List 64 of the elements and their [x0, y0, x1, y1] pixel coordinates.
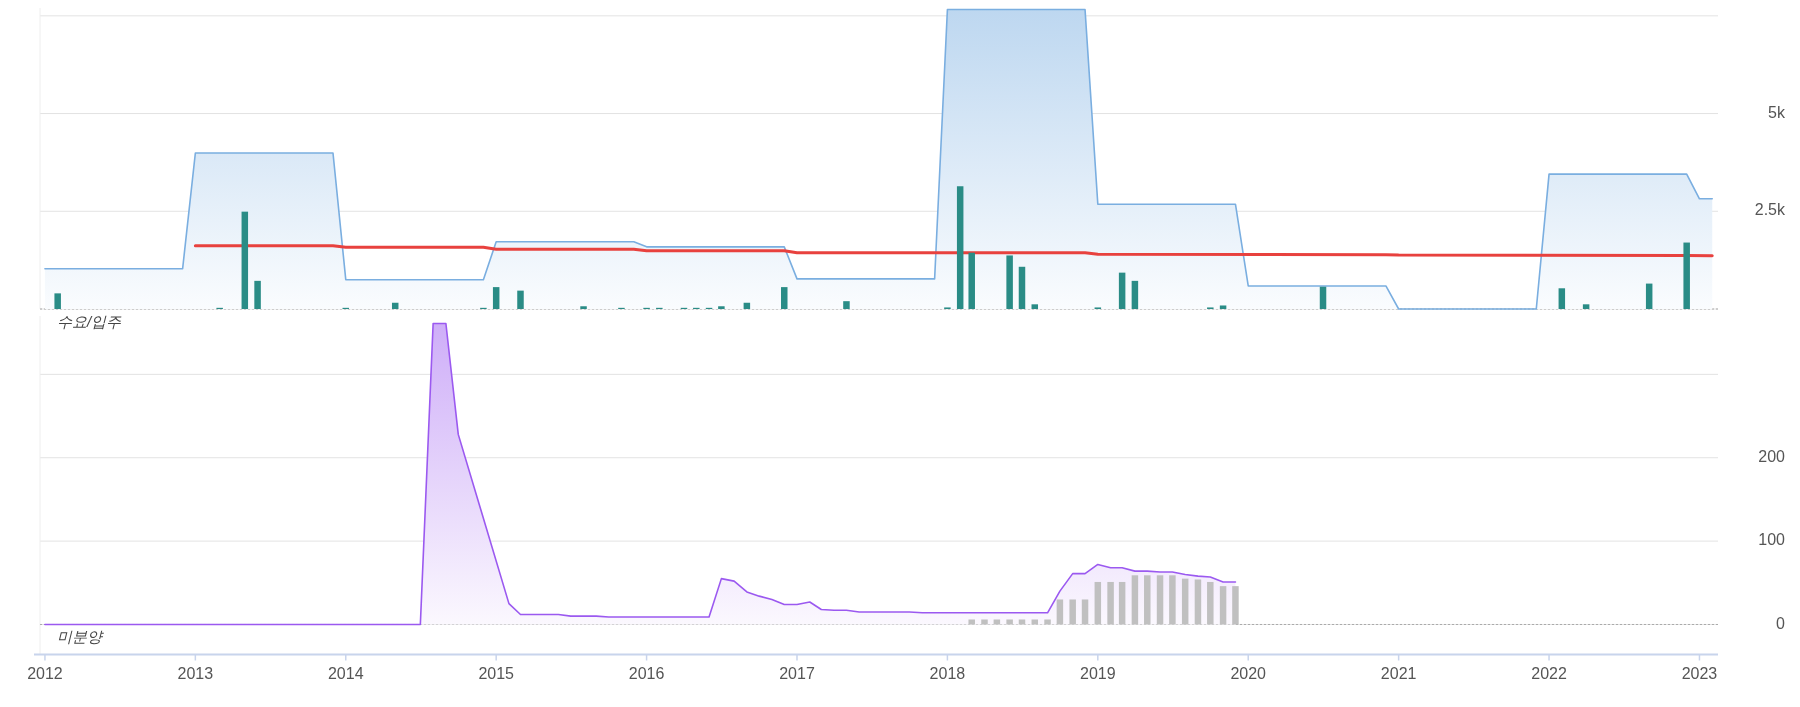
bar [1107, 581, 1114, 625]
bar [1006, 255, 1013, 309]
bar [1131, 575, 1139, 625]
bar [843, 301, 850, 309]
text: 수요/입주 [57, 313, 123, 330]
x-tick-label: 2015 [478, 664, 515, 682]
y-tick-label: 200 [1758, 447, 1786, 465]
bar [968, 619, 975, 625]
bar [517, 290, 524, 309]
bar [1056, 599, 1064, 625]
bar [1319, 286, 1327, 309]
bar [580, 306, 587, 309]
x-tick-label: 2021 [1380, 664, 1417, 682]
bar [1118, 272, 1126, 309]
bar [492, 287, 500, 309]
bar [1582, 304, 1590, 309]
bar [1232, 586, 1239, 625]
x-tick-label: 2022 [1531, 664, 1567, 682]
bar [54, 293, 61, 309]
x-tick-label: 2014 [327, 664, 364, 682]
bar [1181, 578, 1189, 625]
x-tick-label: 2016 [628, 664, 665, 682]
x-tick-label: 2020 [1230, 664, 1267, 682]
bar [993, 619, 1001, 625]
y-tick-label: 5k [1768, 103, 1786, 121]
bar [968, 252, 975, 309]
bar [1169, 575, 1176, 625]
line-series [193, 244, 1714, 258]
y-tick-label: 0 [1776, 614, 1786, 632]
bar [1006, 619, 1013, 625]
bar [254, 280, 261, 309]
bar [718, 306, 725, 309]
x-tick-label: 2013 [177, 664, 214, 682]
bar [781, 287, 788, 309]
x-tick-label: 2023 [1681, 664, 1718, 682]
bar [1219, 305, 1227, 309]
bar [1683, 242, 1690, 309]
bar [1031, 304, 1039, 309]
x-tick-label: 2017 [779, 664, 815, 682]
bar [1018, 266, 1026, 309]
bar [1094, 581, 1102, 625]
bar [1044, 619, 1051, 625]
bar [981, 619, 988, 625]
x-tick-label: 2012 [27, 664, 63, 682]
bar [1144, 575, 1151, 625]
bar [241, 211, 249, 309]
y-tick-label: 2.5k [1754, 201, 1786, 219]
bar [1207, 581, 1214, 625]
x-tick-label: 2018 [929, 664, 966, 682]
bar [956, 186, 964, 309]
bar [1194, 579, 1202, 625]
bar [1081, 599, 1089, 625]
bar [1031, 619, 1039, 625]
y-tick-label: 100 [1758, 531, 1786, 549]
bar [1131, 280, 1139, 309]
bar [1645, 283, 1653, 309]
x-tick-label: 2019 [1080, 664, 1116, 682]
text: 미분양 [57, 628, 104, 646]
bar [1018, 619, 1026, 625]
bar [1156, 575, 1164, 625]
bar [1558, 288, 1566, 309]
bar [1118, 581, 1126, 625]
bar [1069, 599, 1076, 625]
bar [1219, 586, 1227, 625]
